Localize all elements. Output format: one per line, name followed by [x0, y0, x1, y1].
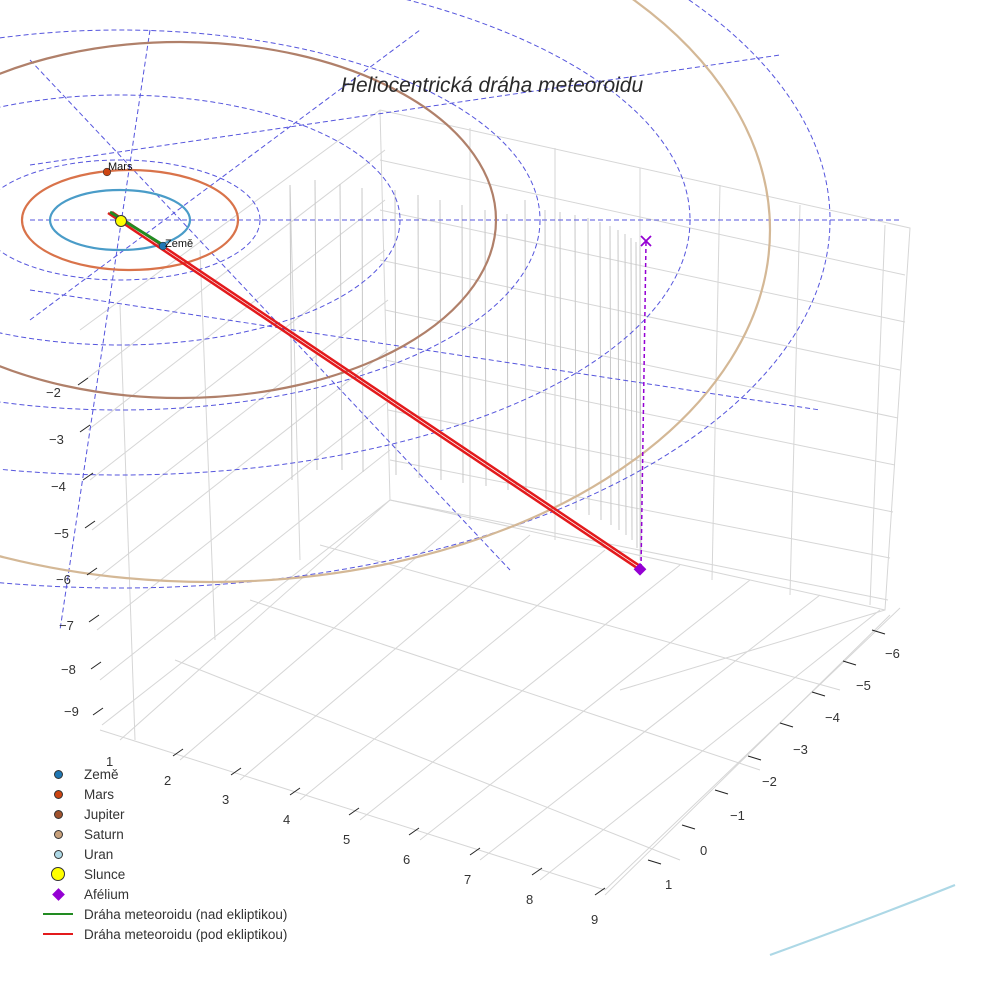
- red-line-icon: [43, 933, 73, 935]
- svg-text:9: 9: [591, 912, 598, 927]
- svg-text:−1: −1: [730, 808, 745, 823]
- saturn-dot-icon: [53, 829, 63, 839]
- legend-item-saturn[interactable]: Saturn: [40, 824, 287, 844]
- svg-text:7: 7: [464, 872, 471, 887]
- x-axis-labels: 1 2 3 4 5 6 7 8 9: [106, 754, 598, 927]
- svg-text:−3: −3: [793, 742, 808, 757]
- y-axis-ticks: [647, 629, 886, 865]
- svg-text:1: 1: [106, 754, 113, 769]
- legend-item-mars[interactable]: Mars: [40, 784, 287, 804]
- svg-text:−9: −9: [64, 704, 79, 719]
- svg-text:−4: −4: [51, 479, 66, 494]
- svg-text:1: 1: [665, 877, 672, 892]
- svg-text:0: 0: [700, 843, 707, 858]
- chart-title: Heliocentrická dráha meteoroidu: [340, 74, 644, 97]
- svg-text:4: 4: [283, 812, 290, 827]
- svg-text:−2: −2: [762, 774, 777, 789]
- svg-text:−2: −2: [46, 385, 61, 400]
- planet-orbits: [0, 0, 956, 957]
- label-zeme: Země: [165, 238, 193, 250]
- slunce-dot-icon: [51, 867, 65, 881]
- z-axis-ticks: [77, 377, 104, 716]
- svg-text:8: 8: [526, 892, 533, 907]
- orbit-mars: [20, 168, 240, 272]
- path-below-1: [107, 211, 641, 572]
- z-axis-labels: −2 −3 −4 −5 −6 −7 −8 −9: [46, 385, 79, 719]
- x-axis-ticks: [172, 748, 606, 896]
- mars-dot-icon: [53, 789, 63, 799]
- orbit-zeme: [48, 188, 192, 252]
- marker-zeme: [158, 241, 168, 251]
- legend-item-jupiter[interactable]: Jupiter: [40, 804, 287, 824]
- svg-text:−6: −6: [56, 572, 71, 587]
- svg-text:−8: −8: [61, 662, 76, 677]
- path-below-2: [111, 210, 641, 568]
- svg-text:−5: −5: [856, 678, 871, 693]
- uran-dot-icon: [53, 849, 63, 859]
- legend-item-uran[interactable]: Uran: [40, 844, 287, 864]
- drop-lines: [289, 179, 642, 556]
- green-line-icon: [43, 913, 73, 915]
- marker-mars: [102, 167, 112, 177]
- legend-item-slunce[interactable]: Slunce: [40, 864, 287, 884]
- svg-text:−4: −4: [825, 710, 840, 725]
- jupiter-dot-icon: [53, 809, 63, 819]
- markers: Mars Země: [102, 161, 652, 576]
- zeme-dot-icon: [53, 769, 63, 779]
- svg-text:2: 2: [164, 773, 171, 788]
- svg-text:3: 3: [222, 792, 229, 807]
- svg-text:−5: −5: [54, 526, 69, 541]
- legend: Země Mars Jupiter Saturn Uran Slunce Afé…: [40, 764, 287, 944]
- afelium-diamond-icon: [51, 887, 65, 901]
- orbit-saturn: [0, 0, 771, 583]
- svg-text:6: 6: [403, 852, 410, 867]
- aphelion-top-x-icon: [640, 235, 652, 247]
- svg-text:−7: −7: [59, 618, 74, 633]
- aphelion-projection: [640, 241, 647, 569]
- y-axis-labels: 1 0 −1 −2 −3 −4 −5 −6: [665, 646, 900, 892]
- marker-afelium: [633, 562, 647, 576]
- ecliptic-polar-grid: [0, 0, 900, 631]
- svg-text:−3: −3: [49, 432, 64, 447]
- legend-item-draha-pod[interactable]: Dráha meteoroidu (pod ekliptikou): [40, 924, 287, 944]
- legend-item-zeme[interactable]: Země: [40, 764, 287, 784]
- svg-text:5: 5: [343, 832, 350, 847]
- svg-text:−6: −6: [885, 646, 900, 661]
- meteoroid-path: [107, 210, 647, 572]
- legend-item-afelium[interactable]: Afélium: [40, 884, 287, 904]
- legend-item-draha-nad[interactable]: Dráha meteoroidu (nad ekliptikou): [40, 904, 287, 924]
- marker-slunce: [115, 215, 127, 227]
- orbit-jupiter: [0, 40, 498, 400]
- label-mars: Mars: [108, 161, 133, 173]
- orbit-uran: [769, 883, 956, 957]
